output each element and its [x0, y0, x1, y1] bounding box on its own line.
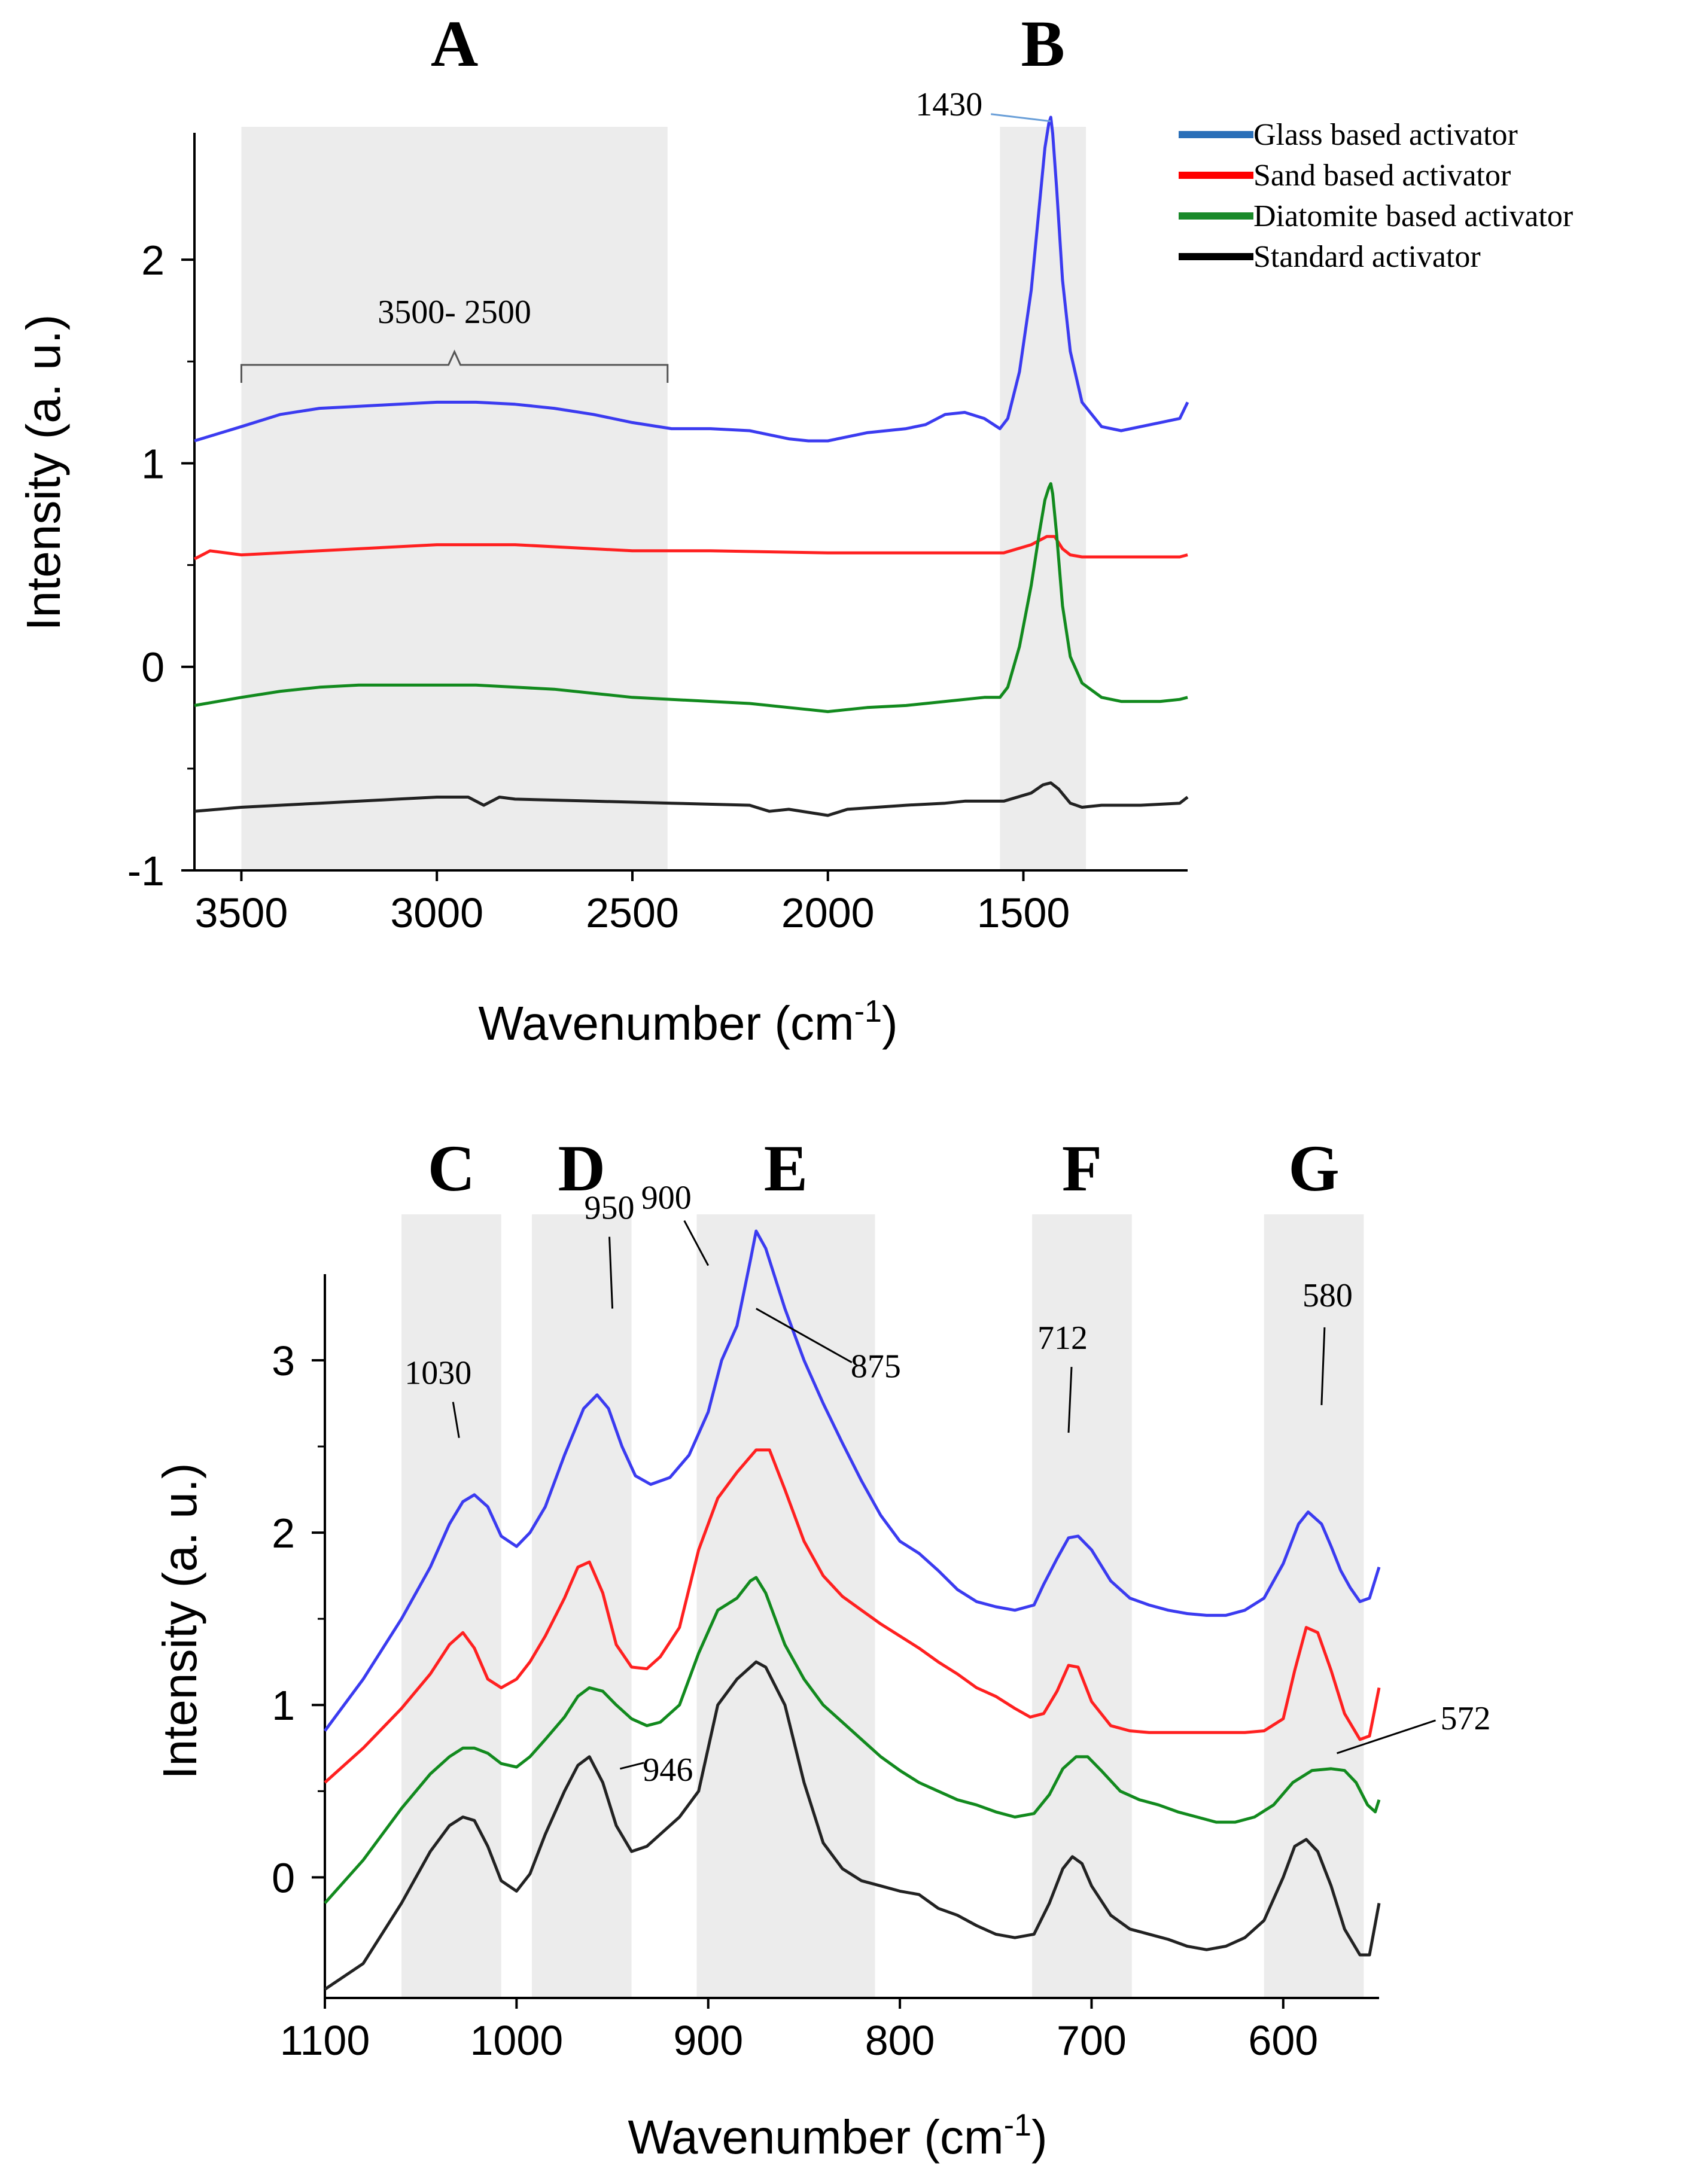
region-e-label: E: [764, 1132, 808, 1205]
bottom-ticks: 1100 1000 900 800 700 600 0 1 2 3: [272, 1338, 1318, 2064]
annotation-580-leader: [1320, 1327, 1326, 1406]
region-a-label: A: [431, 7, 478, 80]
annotation-1430: 1430: [915, 86, 982, 123]
annotation-572-leader: [1337, 1719, 1436, 1754]
annotation-900: 900: [641, 1180, 692, 1217]
bottom-y-tick-label: 2: [272, 1510, 295, 1556]
bottom-x-tick-label: 1000: [470, 2017, 563, 2064]
annotation-1030: 1030: [404, 1355, 471, 1392]
bottom-region-labels: C D E F G: [428, 1132, 1340, 1205]
bottom-y-axis-label: Intensity (a. u.): [153, 1463, 206, 1779]
bottom-series-standard-activator: [324, 1660, 1381, 1991]
top-x-axis-label: Wavenumber (cm-1): [478, 994, 897, 1050]
top-y-axis-label: Intensity (a. u.): [17, 314, 70, 630]
bottom-series-diatomite-based-activator: [324, 1576, 1381, 1905]
legend-label-sand-based-activator: Sand based activator: [1253, 159, 1511, 193]
bottom-series-sand-based-activator: [324, 1448, 1381, 1784]
top-bracket: 3500- 2500: [240, 294, 669, 383]
annotation-712: 712: [1037, 1320, 1088, 1357]
annotation-1430-leader: [991, 113, 1051, 123]
top-x-tick-label: 3500: [195, 890, 288, 936]
top-x-tick-label: 1500: [977, 890, 1070, 936]
annotation-875: 875: [851, 1348, 901, 1385]
top-x-tick-label: 3000: [390, 890, 483, 936]
annotation-572: 572: [1441, 1700, 1491, 1737]
top-annotations: 1430: [915, 86, 1051, 123]
bottom-series-glass-based-activator: [323, 1229, 1381, 1732]
bracket-3500-2500: [240, 349, 669, 383]
legend-label-standard-activator: Standard activator: [1253, 240, 1481, 274]
top-y-tick-label: 2: [141, 237, 165, 284]
bottom-shaded-regions: [401, 1214, 1364, 1998]
region-b-band: [1000, 127, 1087, 870]
region-b-label: B: [1021, 7, 1065, 80]
bottom-y-tick-label: 3: [272, 1338, 295, 1384]
top-y-tick-label: 0: [141, 644, 165, 691]
bottom-y-tick-label: 0: [272, 1854, 295, 1901]
region-c-label: C: [428, 1132, 475, 1205]
annotation-900-leader: [683, 1220, 710, 1266]
top-y-tick-label: 1: [141, 440, 165, 487]
region-a-band: [241, 127, 668, 870]
annotation-875-leader: [756, 1308, 853, 1363]
bottom-x-tick-label: 900: [673, 2017, 743, 2064]
region-f-label: F: [1062, 1132, 1102, 1205]
region-d-band: [531, 1214, 632, 1998]
annotation-580: 580: [1302, 1277, 1353, 1314]
bottom-annotations: 1030 950 900 875 946 712 580 572: [404, 1180, 1490, 1789]
annotation-1030-leader: [452, 1402, 460, 1438]
top-x-tick-label: 2500: [586, 890, 679, 936]
legend-label-diatomite-based-activator: Diatomite based activator: [1253, 199, 1573, 233]
top-series-standard-activator: [194, 781, 1189, 817]
top-legend: Glass based activator Sand based activato…: [1179, 118, 1573, 274]
top-ticks: 3500 3000 2500 2000 1500 -1 0 1 2: [127, 237, 1070, 936]
bracket-label: 3500- 2500: [378, 294, 531, 331]
annotation-950-leader: [608, 1236, 614, 1309]
top-y-tick-label: -1: [127, 848, 165, 894]
legend-label-glass-based-activator: Glass based activator: [1253, 118, 1518, 152]
top-axes: [193, 133, 1188, 872]
annotation-946-leader: [619, 1762, 644, 1770]
top-shaded-regions: [241, 127, 1087, 870]
region-g-band: [1264, 1214, 1364, 1998]
bottom-x-tick-label: 1100: [280, 2017, 370, 2064]
top-series-diatomite-based-activator: [194, 482, 1188, 714]
region-d-label: D: [558, 1132, 605, 1205]
region-c-band: [401, 1214, 501, 1998]
bottom-x-tick-label: 800: [865, 2017, 935, 2064]
bottom-series: [323, 1229, 1381, 1991]
bottom-x-axis-label: Wavenumber (cm-1): [628, 2108, 1047, 2164]
top-x-tick-label: 2000: [781, 890, 875, 936]
bottom-x-tick-label: 700: [1057, 2017, 1127, 2064]
annotation-712-leader: [1067, 1366, 1073, 1433]
top-series-sand-based-activator: [193, 535, 1188, 561]
top-series: [193, 115, 1189, 817]
bottom-x-tick-label: 600: [1248, 2017, 1318, 2064]
annotation-950: 950: [585, 1190, 635, 1227]
top-series-glass-based-activator: [194, 115, 1189, 443]
annotation-946: 946: [643, 1752, 693, 1789]
region-g-label: G: [1288, 1132, 1340, 1205]
bottom-y-tick-label: 1: [272, 1682, 295, 1729]
